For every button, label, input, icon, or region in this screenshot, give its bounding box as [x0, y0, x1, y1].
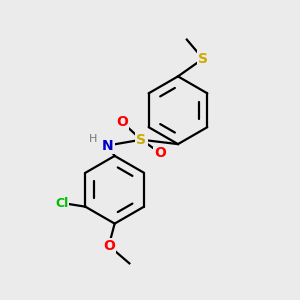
Text: S: S	[136, 133, 146, 147]
Text: N: N	[101, 139, 113, 153]
Text: Cl: Cl	[55, 196, 68, 210]
Text: O: O	[103, 239, 115, 253]
Text: S: S	[198, 52, 208, 66]
Text: O: O	[154, 146, 166, 160]
Text: H: H	[89, 134, 98, 144]
Text: O: O	[116, 115, 128, 129]
